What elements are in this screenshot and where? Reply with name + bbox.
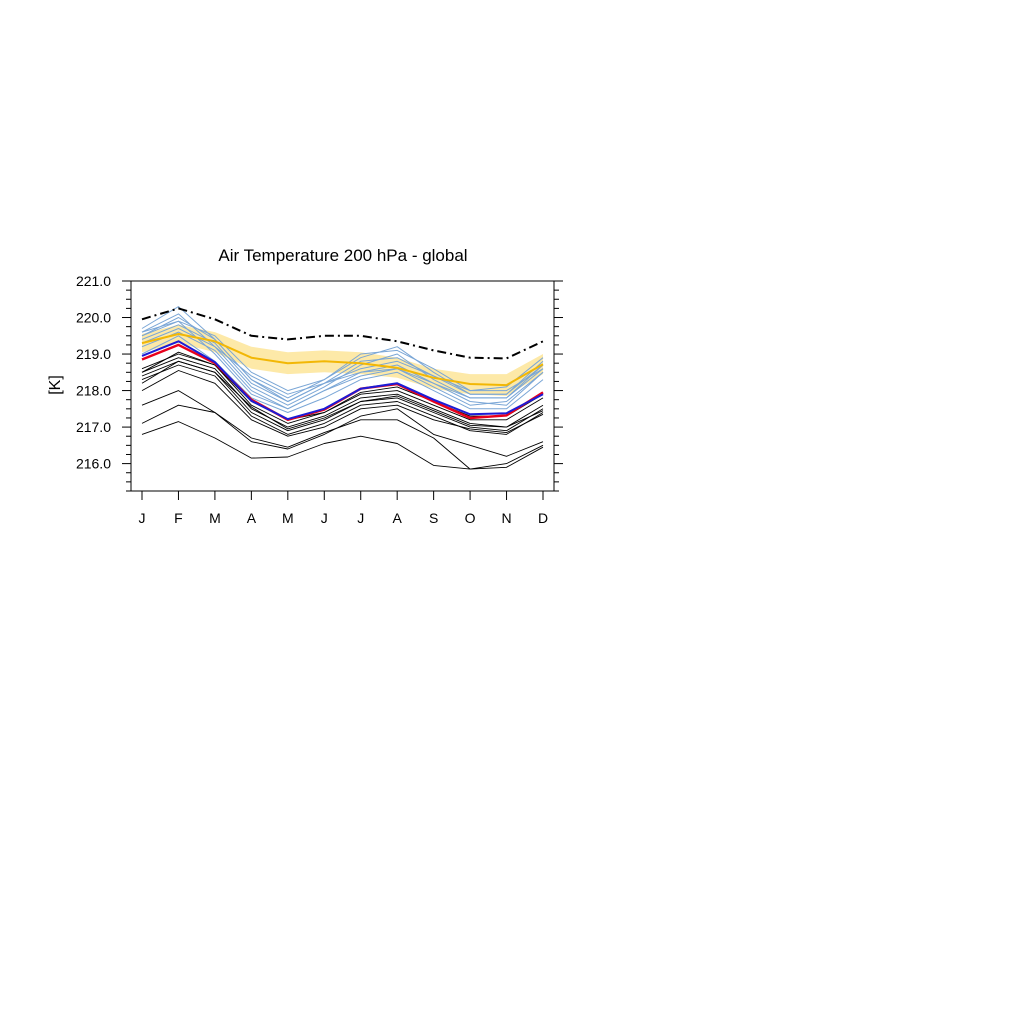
x-tick-label: A: [393, 510, 403, 526]
chart-title: Air Temperature 200 hPa - global: [218, 246, 467, 265]
x-tick-label: D: [538, 510, 548, 526]
series-line-blue-6: [141, 331, 544, 410]
axis-layer: 216.0 217.0 218.0 219.0 220.0 221.0 J F M A M J J A S O…: [76, 273, 563, 526]
x-tick-label: J: [357, 510, 364, 526]
x-tick-label: N: [501, 510, 511, 526]
series-line-black-16: [141, 390, 544, 457]
series-line-blue-9: [141, 328, 544, 395]
y-axis-label: [K]: [47, 375, 64, 395]
x-tick-label: J: [321, 510, 328, 526]
series-line-mean-1: [141, 333, 544, 387]
x-tick-label: F: [174, 510, 183, 526]
x-tick-label: S: [429, 510, 438, 526]
x-tick-label: M: [282, 510, 294, 526]
series-line-blue-8: [141, 320, 544, 392]
series-line-blue-thick-22: [141, 340, 544, 421]
series-line-black-14: [141, 364, 544, 435]
y-tick-label: 218.0: [76, 383, 111, 399]
y-tick-label: 216.0: [76, 456, 111, 472]
x-tick-label: J: [139, 510, 146, 526]
plot-frame: [130, 280, 555, 492]
y-tick-label: 217.0: [76, 419, 111, 435]
series-line-black-18: [141, 421, 544, 470]
y-tick-label: 220.0: [76, 310, 111, 326]
series-line-black-17: [141, 404, 544, 470]
series-line-blue-7: [141, 335, 544, 413]
x-tick-label: M: [209, 510, 221, 526]
y-tick-label: 219.0: [76, 346, 111, 362]
x-tick-label: O: [465, 510, 476, 526]
series-line-blue-4: [141, 320, 544, 410]
series-layer: [141, 306, 544, 470]
series-line-reference-0: [141, 307, 544, 360]
y-tick-label: 221.0: [76, 273, 111, 289]
series-line-black-19: [141, 351, 544, 421]
x-tick-label: A: [247, 510, 257, 526]
series-line-black-20: [141, 360, 544, 430]
series-line-black-12: [141, 357, 544, 428]
series-line-black-15: [141, 370, 544, 437]
series-line-blue-10: [141, 317, 544, 402]
